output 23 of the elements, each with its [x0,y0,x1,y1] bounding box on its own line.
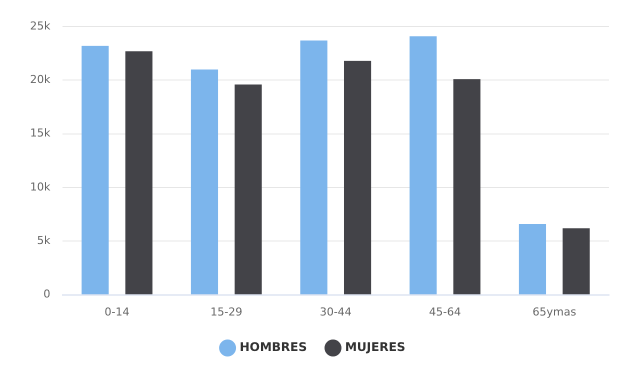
y-tick-label: 10k [30,180,51,194]
bar [518,224,546,294]
bar [453,79,480,294]
y-tick-label: 25k [30,19,51,32]
bar [234,84,262,294]
bar [82,46,109,294]
y-tick-label: 5k [36,234,51,248]
legend-label: HOMBRES [240,340,307,354]
bar [410,36,437,294]
y-tick-label: 15k [30,126,51,140]
x-tick-label: 65ymas [532,305,576,318]
y-tick-label: 20k [30,73,51,86]
x-tick-label: 15-29 [210,305,242,318]
bar [344,60,372,294]
bar [562,228,590,294]
x-tick-label: 30-44 [320,305,352,318]
y-tick-label: 0 [43,288,50,301]
bar [125,51,152,294]
x-tick-label: 0-14 [104,305,130,318]
bar [190,70,218,294]
legend-label: MUJERES [344,340,406,354]
bar [300,40,328,294]
x-tick-label: 45-64 [429,305,461,318]
